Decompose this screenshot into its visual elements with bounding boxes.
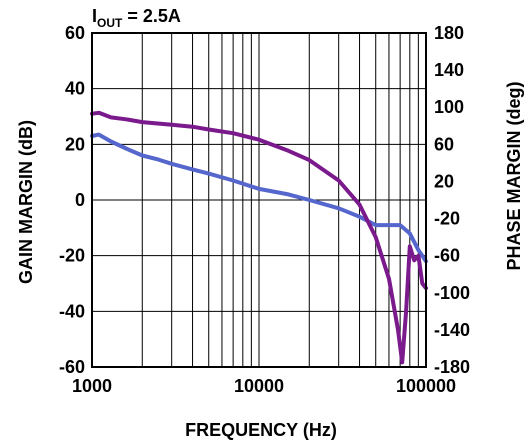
y-left-tick-label: 0	[75, 190, 85, 210]
y-right-tick-label: 20	[434, 171, 454, 191]
series-line-gain	[90, 132, 428, 264]
y-right-tick-label: -180	[434, 357, 470, 377]
x-axis-title: FREQUENCY (Hz)	[185, 420, 337, 440]
y-left-tick-label: -40	[59, 301, 85, 321]
x-tick-label: 10000	[234, 376, 284, 396]
y-left-tick-label: 40	[65, 79, 85, 99]
series-line-phase	[90, 110, 428, 365]
y-right-tick-label: 180	[434, 23, 464, 43]
plot-frame	[91, 32, 427, 368]
annotation-iout: IOUT = 2.5A	[92, 6, 181, 30]
grid	[92, 32, 426, 368]
y-left-tick-label: 20	[65, 134, 85, 154]
y-left-tick-label: -20	[59, 246, 85, 266]
y-right-tick-label: 60	[434, 134, 454, 154]
y-left-tick-label: 60	[65, 23, 85, 43]
y-axis-right-title: PHASE MARGIN (deg)	[504, 81, 524, 270]
series-group	[90, 110, 428, 365]
y-axis-left-title: GAIN MARGIN (dB)	[16, 120, 36, 284]
y-left-tick-label: -60	[59, 357, 85, 377]
y-right-tick-label: -140	[434, 320, 470, 340]
y-right-tick-label: 140	[434, 60, 464, 80]
tick-labels: 60 40 20 0 -20 -40 -60 180 140 100 60 20 -20 -60 -100 -…	[59, 23, 470, 396]
y-right-tick-label: 100	[434, 97, 464, 117]
x-tick-label: 100000	[396, 376, 456, 396]
y-right-tick-label: -100	[434, 283, 470, 303]
y-right-tick-label: -20	[434, 209, 460, 229]
y-right-tick-label: -60	[434, 246, 460, 266]
x-tick-label: 1000	[72, 376, 112, 396]
